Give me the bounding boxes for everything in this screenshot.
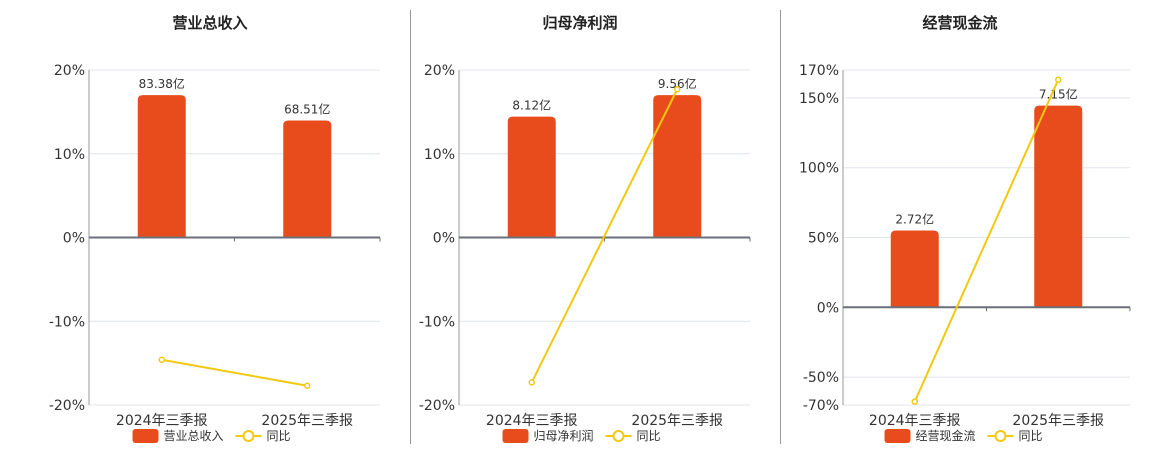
bar-data-label: 83.38亿 — [139, 76, 185, 91]
legend-bar-swatch — [132, 429, 159, 443]
bar-data-label: 7.15亿 — [1039, 87, 1078, 102]
y-tick-label: -10% — [49, 314, 85, 330]
yoy-line — [913, 79, 1060, 403]
x-tick-label: 2025年三季报 — [261, 413, 353, 429]
x-tick-label: 2024年三季报 — [869, 413, 961, 429]
divider — [410, 10, 411, 444]
y-tick-label: 0% — [63, 231, 85, 247]
legend-bar-swatch — [884, 429, 911, 443]
x-tick-label: 2025年三季报 — [631, 413, 723, 429]
bar-data-label: 2.72亿 — [895, 212, 934, 227]
bar — [137, 95, 186, 238]
bar-data-label: 68.51亿 — [284, 102, 330, 117]
bar — [653, 95, 702, 238]
legend-bar-label: 经营现金流 — [916, 428, 976, 443]
bar — [507, 116, 556, 238]
bar — [283, 120, 332, 238]
legend-line-label: 同比 — [1019, 429, 1043, 443]
y-tick-label: 20% — [54, 63, 85, 79]
chart-title-net-profit: 归母净利润 — [542, 14, 618, 32]
yoy-point — [528, 379, 535, 386]
bar-data-label: 9.56亿 — [658, 76, 697, 91]
y-tick-label: -10% — [419, 314, 455, 330]
y-tick-label: 10% — [424, 147, 455, 163]
y-tick-label: 10% — [54, 147, 85, 163]
y-tick-label: -50% — [803, 370, 839, 386]
legend-line-label: 同比 — [267, 429, 291, 443]
legend-line-marker — [994, 430, 1007, 442]
y-tick-label: -20% — [49, 398, 85, 414]
chart-title-cash-flow: 经营现金流 — [922, 14, 998, 32]
x-tick-label: 2025年三季报 — [1012, 413, 1104, 429]
divider — [780, 10, 781, 444]
y-tick-label: -70% — [803, 398, 839, 414]
y-tick-label: -20% — [419, 398, 455, 414]
yoy-point — [674, 86, 681, 93]
chart-title-revenue: 营业总收入 — [172, 14, 248, 32]
y-tick-label: 50% — [808, 231, 839, 247]
y-tick-label: 170% — [799, 63, 839, 79]
yoy-line — [530, 88, 679, 383]
x-tick-label: 2024年三季报 — [486, 413, 578, 429]
legend-line-label: 同比 — [637, 429, 661, 443]
legend-line-marker — [612, 430, 625, 442]
legend-bar-label: 归母净利润 — [534, 429, 594, 443]
yoy-point — [304, 382, 311, 389]
bar — [1034, 105, 1083, 308]
bar-data-label: 8.12亿 — [512, 98, 551, 113]
legend-line-marker — [242, 430, 255, 442]
legend-bar-swatch — [502, 429, 529, 443]
y-tick-label: 0% — [433, 231, 455, 247]
y-tick-label: 20% — [424, 63, 455, 79]
y-tick-label: 100% — [799, 161, 839, 177]
yoy-line — [161, 358, 308, 387]
y-tick-label: 150% — [799, 91, 839, 107]
x-tick-label: 2024年三季报 — [116, 413, 208, 429]
y-tick-label: 0% — [817, 300, 839, 316]
yoy-point — [1055, 76, 1062, 84]
yoy-point — [158, 356, 165, 364]
yoy-point — [911, 398, 918, 405]
legend-bar-label: 营业总收入 — [164, 429, 224, 443]
bar — [890, 230, 939, 308]
